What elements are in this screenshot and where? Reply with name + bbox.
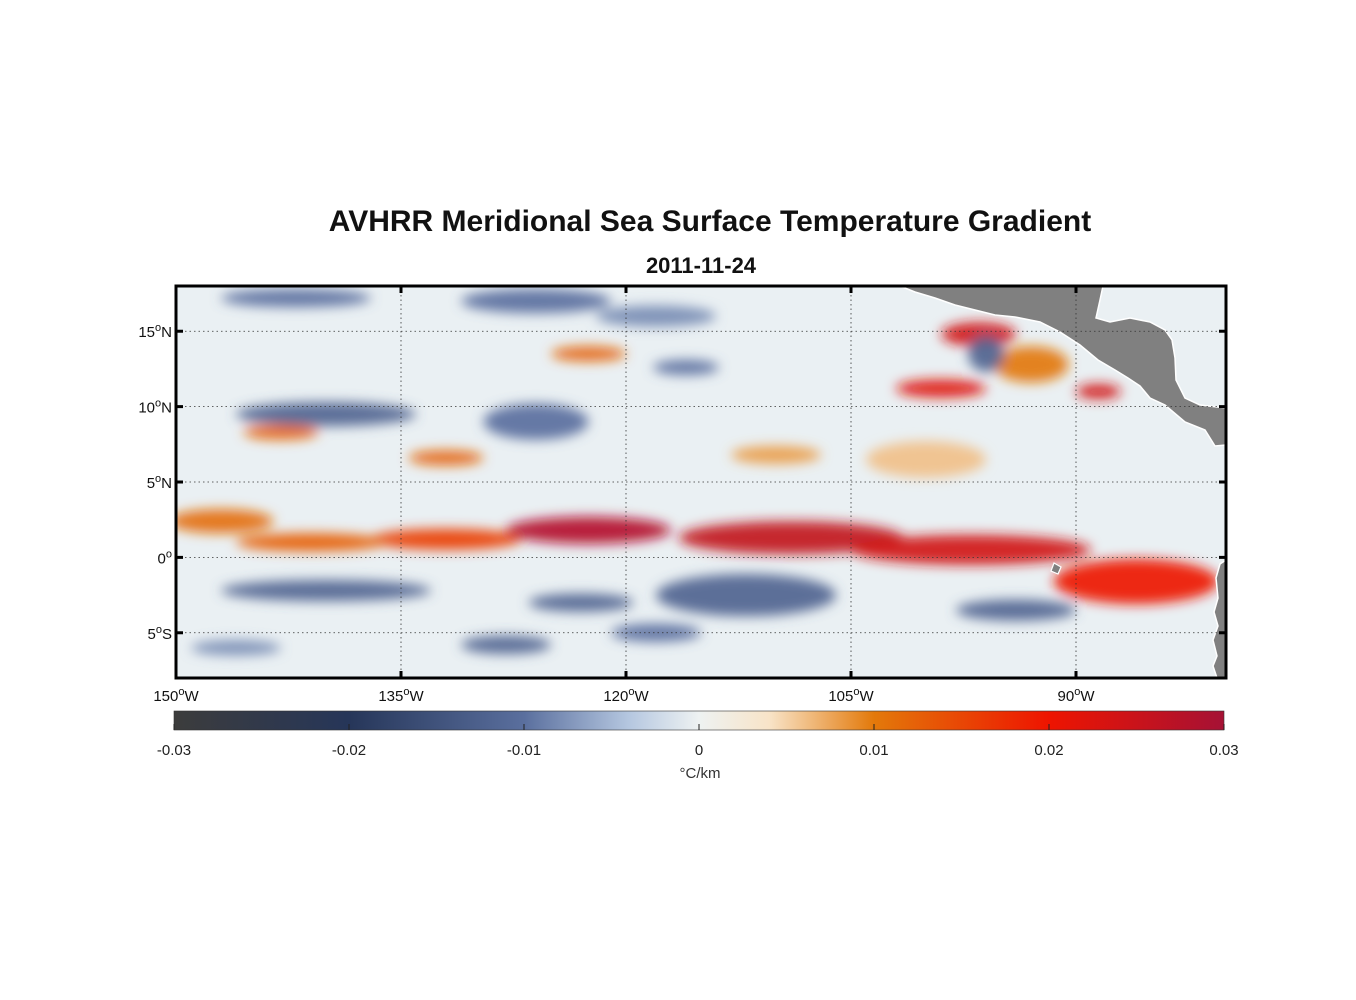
gradient-feature xyxy=(653,359,719,375)
gradient-feature xyxy=(243,424,319,440)
colorbar-tick-label: 0.03 xyxy=(1209,742,1238,759)
gradient-feature xyxy=(221,289,371,308)
gradient-feature xyxy=(461,635,551,654)
gradient-feature xyxy=(221,580,431,602)
colorbar-tick-label: -0.02 xyxy=(332,742,366,759)
lat-label: 10oN xyxy=(138,398,172,417)
gradient-feature xyxy=(656,573,836,617)
colorbar-labels: -0.03 -0.02 -0.01 0 0.01 0.02 0.03 xyxy=(157,742,1239,759)
lat-label: 5oS xyxy=(148,624,172,643)
gradient-feature xyxy=(956,599,1076,621)
gradient-feature xyxy=(993,346,1069,383)
gradient-feature xyxy=(851,534,1091,565)
chart-title: AVHRR Meridional Sea Surface Temperature… xyxy=(328,205,1092,238)
gradient-feature xyxy=(731,445,821,464)
gradient-feature xyxy=(551,346,626,362)
land-mexico xyxy=(899,286,1226,447)
gradient-feature xyxy=(968,335,1004,372)
lon-label: 90oW xyxy=(1058,686,1096,705)
gradient-feature xyxy=(528,593,634,612)
colorbar-tick-label: -0.01 xyxy=(507,742,541,759)
gradient-feature xyxy=(506,516,671,544)
lat-label: 15oN xyxy=(138,322,172,341)
gradient-feature xyxy=(408,450,484,466)
gradient-feature xyxy=(461,289,611,314)
gradient-feature xyxy=(1076,384,1121,400)
longitude-labels: 150oW 135oW 120oW 105oW 90oW xyxy=(153,686,1095,705)
chart-subtitle: 2011-11-24 xyxy=(645,253,757,278)
gradient-feature xyxy=(866,441,986,478)
gradient-feature xyxy=(678,521,904,555)
gradient-feature xyxy=(176,509,274,534)
lon-label: 120oW xyxy=(603,686,649,705)
lon-label: 150oW xyxy=(153,686,199,705)
colorbar-tick-label: 0 xyxy=(695,742,703,759)
gradient-feature xyxy=(236,533,386,552)
lat-label: 5oN xyxy=(147,473,172,492)
gradient-feature xyxy=(371,528,521,550)
gradient-feature xyxy=(596,305,716,327)
lon-label: 135oW xyxy=(378,686,424,705)
gradient-feature xyxy=(1053,558,1219,605)
gradient-feature xyxy=(611,623,701,642)
latitude-labels: 15oN 10oN 5oN 0o 5oS xyxy=(138,322,172,643)
lon-label: 105oW xyxy=(828,686,874,705)
axis-ticks xyxy=(174,286,1226,678)
colorbar-tick-label: -0.03 xyxy=(157,742,191,759)
lat-label: 0o xyxy=(158,548,172,567)
colorbar-ticks xyxy=(173,724,1225,730)
land-central-america xyxy=(899,286,1226,678)
gradient-feature xyxy=(191,640,281,656)
colorbar-tick-label: 0.01 xyxy=(859,742,888,759)
land-galapagos xyxy=(1050,562,1062,575)
colorbar-tick-label: 0.02 xyxy=(1034,742,1063,759)
gradient-feature xyxy=(896,379,986,398)
colorbar-units: °C/km xyxy=(680,765,721,782)
gradient-feature xyxy=(236,402,416,427)
gradient-feature xyxy=(483,403,589,440)
